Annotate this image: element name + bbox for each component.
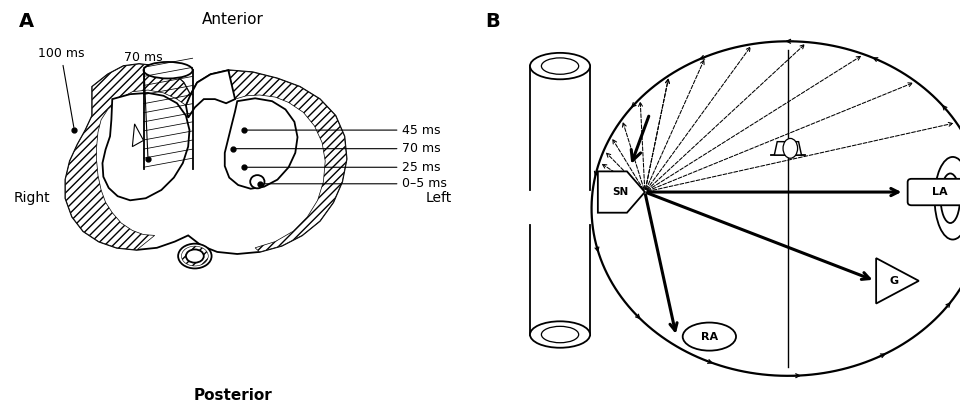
- Ellipse shape: [144, 62, 193, 78]
- Polygon shape: [132, 124, 144, 147]
- Polygon shape: [775, 142, 802, 155]
- Ellipse shape: [186, 249, 204, 263]
- Polygon shape: [598, 171, 645, 213]
- Text: Posterior: Posterior: [193, 388, 273, 403]
- Text: SN: SN: [612, 187, 629, 197]
- Text: Left: Left: [425, 191, 451, 205]
- Circle shape: [251, 175, 265, 188]
- Ellipse shape: [530, 321, 590, 348]
- Text: Right: Right: [14, 191, 51, 205]
- Polygon shape: [530, 190, 590, 225]
- Text: RA: RA: [701, 332, 718, 342]
- Ellipse shape: [783, 138, 798, 158]
- Ellipse shape: [530, 53, 590, 79]
- Polygon shape: [65, 64, 347, 254]
- Polygon shape: [228, 70, 347, 252]
- Polygon shape: [225, 98, 298, 189]
- Ellipse shape: [541, 58, 579, 74]
- Ellipse shape: [181, 246, 208, 266]
- Text: 0–5 ms: 0–5 ms: [262, 177, 447, 190]
- Text: A: A: [18, 12, 34, 31]
- Ellipse shape: [179, 244, 211, 268]
- Text: 100 ms: 100 ms: [37, 47, 84, 127]
- Polygon shape: [186, 70, 235, 118]
- Text: G: G: [890, 276, 900, 286]
- Ellipse shape: [186, 249, 204, 263]
- Text: Anterior: Anterior: [202, 12, 264, 27]
- FancyBboxPatch shape: [907, 179, 960, 205]
- Text: B: B: [485, 12, 499, 31]
- Ellipse shape: [941, 173, 960, 223]
- Text: LA: LA: [931, 187, 948, 197]
- Polygon shape: [876, 258, 919, 304]
- Ellipse shape: [541, 326, 579, 343]
- Text: 70 ms: 70 ms: [124, 51, 163, 156]
- Polygon shape: [65, 64, 190, 250]
- Ellipse shape: [934, 157, 960, 240]
- Text: 70 ms: 70 ms: [235, 142, 441, 155]
- Text: 25 ms: 25 ms: [247, 161, 441, 174]
- Ellipse shape: [683, 323, 736, 351]
- Text: 45 ms: 45 ms: [247, 123, 441, 137]
- Polygon shape: [103, 93, 189, 200]
